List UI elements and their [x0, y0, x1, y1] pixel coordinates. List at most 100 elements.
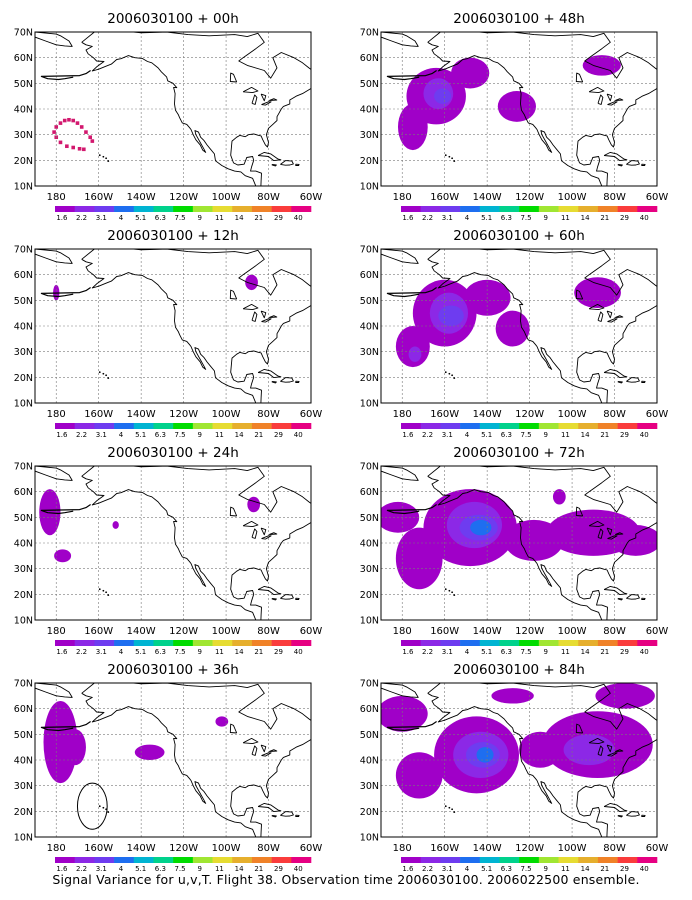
colorbar-label: 5.1: [135, 431, 146, 439]
colorbar-label: 1.6: [56, 648, 68, 656]
colorbar-label: 5.1: [481, 431, 492, 439]
x-tick-label: 100W: [558, 192, 587, 203]
hawaii-island: [105, 591, 108, 594]
x-tick-label: 160W: [430, 843, 459, 854]
colorbar-label: 3.1: [96, 431, 107, 439]
colorbar-swatch: [114, 206, 135, 212]
x-tick-label: 180: [393, 843, 412, 854]
map-panel: 2006030100 + 48h 10N 20N 30N 40N 50N 60N 70N 180…: [360, 11, 669, 222]
colorbar-label: 21: [254, 214, 263, 222]
colorbar-swatch: [232, 206, 253, 212]
colorbar-swatch: [133, 423, 154, 429]
x-tick-label: 140W: [127, 192, 156, 203]
colorbar-label: 29: [274, 431, 283, 439]
colorbar-swatch: [420, 857, 441, 863]
colorbar-label: 11: [215, 214, 224, 222]
coastline: [603, 802, 628, 813]
colorbar-swatch: [94, 857, 115, 863]
lake-outline: [597, 528, 604, 539]
lake-outline: [261, 752, 272, 757]
observation-dot: [65, 144, 69, 149]
x-tick-label: 80W: [257, 843, 280, 854]
lake-outline: [251, 528, 258, 539]
coastline: [81, 32, 311, 186]
variance-blob: [495, 310, 530, 347]
colorbar-swatch: [558, 206, 579, 212]
colorbar-label: 9: [198, 648, 202, 656]
colorbar-swatch: [460, 206, 481, 212]
lake-outline: [261, 535, 272, 540]
colorbar-label: 40: [294, 431, 303, 439]
hawaii-island: [105, 157, 108, 160]
colorbar-swatch: [460, 640, 481, 646]
colorbar-label: 1.6: [56, 865, 68, 873]
variance-blob: [408, 346, 422, 362]
y-tick-label: 70N: [14, 462, 33, 473]
colorbar-label: 14: [581, 865, 590, 873]
colorbar-swatch: [291, 206, 312, 212]
x-tick-label: 160W: [84, 192, 113, 203]
colorbar-label: 21: [254, 648, 263, 656]
colorbar-swatch: [192, 423, 213, 429]
colorbar-label: 5.1: [135, 865, 146, 873]
colorbar-label: 29: [274, 214, 283, 222]
variance-blob: [438, 305, 464, 326]
coastline: [35, 466, 73, 481]
colorbar-label: 3.1: [442, 648, 453, 656]
x-tick-label: 120W: [515, 843, 544, 854]
variance-blob: [43, 700, 78, 784]
coastline: [271, 597, 277, 601]
lake-outline: [260, 310, 267, 319]
coastline: [603, 151, 628, 162]
coastline: [427, 249, 657, 403]
y-tick-label: 70N: [14, 245, 33, 256]
coastline: [427, 32, 657, 186]
colorbar-label: 1.6: [402, 431, 414, 439]
y-tick-label: 10N: [14, 616, 33, 627]
colorbar-swatch: [499, 206, 520, 212]
colorbar-swatch: [232, 423, 253, 429]
colorbar-label: 14: [581, 431, 590, 439]
map-panel: 2006030100 + 60h 10N 20N 30N 40N 50N 60N 70N 180…: [360, 228, 669, 439]
colorbar-label: 2.2: [76, 865, 87, 873]
colorbar-swatch: [153, 640, 174, 646]
hawaii-island: [451, 808, 454, 811]
hawaii-island: [453, 160, 456, 163]
y-tick-label: 40N: [360, 105, 379, 116]
x-tick-label: 180: [47, 192, 66, 203]
x-tick-label: 120W: [169, 626, 198, 637]
coastline: [641, 163, 646, 166]
coastline: [427, 466, 657, 620]
hawaii-island: [107, 160, 110, 163]
panel-plot-area: [381, 466, 657, 620]
colorbar-swatch: [420, 640, 441, 646]
x-tick-label: 180: [47, 409, 66, 420]
colorbar-label: 1.6: [402, 214, 414, 222]
colorbar-label: 7.5: [174, 214, 185, 222]
colorbar-label: 2.2: [422, 648, 433, 656]
observation-dot: [58, 121, 63, 125]
colorbar-label: 6.3: [501, 431, 512, 439]
colorbar-swatch: [74, 423, 95, 429]
lake-outline: [242, 303, 259, 311]
colorbar-swatch: [479, 640, 500, 646]
colorbar-swatch: [519, 206, 540, 212]
y-tick-label: 60N: [14, 704, 33, 715]
observation-dot: [58, 140, 63, 145]
x-tick-label: 80W: [603, 843, 626, 854]
colorbar-swatch: [479, 857, 500, 863]
colorbar-label: 5.1: [135, 214, 146, 222]
coastline: [295, 163, 300, 166]
lake-outline: [588, 520, 605, 528]
x-tick-label: 80W: [257, 626, 280, 637]
coastline: [257, 368, 282, 379]
coastline: [271, 163, 277, 167]
x-tick-label: 160W: [84, 626, 113, 637]
x-tick-label: 80W: [603, 626, 626, 637]
variance-blob: [491, 688, 534, 704]
colorbar-label: 40: [640, 431, 649, 439]
colorbar-swatch: [440, 640, 461, 646]
observation-dot: [88, 135, 92, 140]
colorbar-swatch: [114, 857, 135, 863]
